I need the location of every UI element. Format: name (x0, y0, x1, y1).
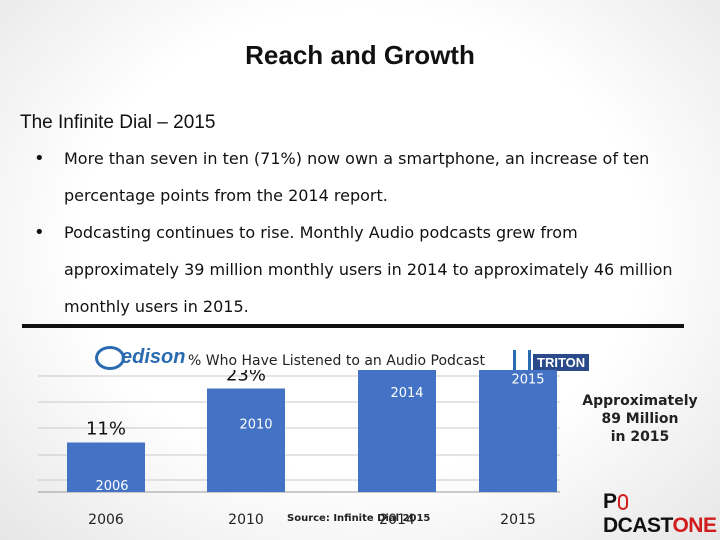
bullet-item: • More than seven in ten (71%) now own a… (34, 140, 694, 214)
edison-logo-icon: edison (95, 344, 185, 378)
bullet-icon: • (34, 148, 45, 169)
callout-line: Approximately (582, 393, 698, 409)
bar-value-label: 23% (226, 370, 266, 386)
edison-ring-icon (95, 346, 125, 370)
bar-inner-label: 2010 (239, 418, 272, 433)
bullet-icon: • (34, 222, 45, 243)
microphone-icon (617, 494, 628, 510)
divider-rule (22, 324, 684, 328)
podcast-logo-text: P (603, 490, 617, 513)
edison-logo-word: edison (121, 346, 186, 368)
slide-title: Reach and Growth (245, 40, 475, 70)
bar-chart: 11%2006200623%2010201030%2014201433%2015… (38, 370, 560, 528)
callout-line: 89 Million (601, 411, 679, 427)
bar (479, 370, 557, 492)
triton-logo-icon: TRITON (513, 350, 590, 374)
bullet-text: Podcasting continues to rise. Monthly Au… (64, 223, 673, 316)
podcast-logo-text: DCAST (603, 514, 673, 537)
bar-inner-label: 2015 (511, 373, 544, 388)
podcast-logo-one: ONE (672, 514, 717, 537)
x-tick-label: 2010 (228, 512, 264, 528)
bar-value-label: 11% (86, 419, 126, 440)
bullet-text: More than seven in ten (71%) now own a s… (64, 149, 650, 205)
chart-title: % Who Have Listened to an Audio Podcast (188, 353, 485, 369)
bullet-list: • More than seven in ten (71%) now own a… (34, 140, 694, 325)
podcastone-logo-icon: PDCASTONE (603, 490, 720, 538)
bar-inner-label: 2006 (95, 479, 128, 494)
bar (207, 388, 285, 492)
x-tick-label: 2006 (88, 512, 124, 528)
bar (358, 370, 436, 492)
triton-mark-icon (513, 350, 531, 374)
triton-logo-word: TRITON (533, 354, 590, 371)
callout-note: Approximately 89 Million in 2015 (575, 392, 705, 446)
callout-line: in 2015 (610, 429, 670, 445)
source-caption: Source: Infinite Dial 2015 (287, 513, 431, 524)
x-tick-label: 2014 (379, 512, 415, 528)
slide-subtitle: The Infinite Dial – 2015 (20, 112, 216, 133)
x-tick-label: 2015 (500, 512, 536, 528)
bullet-item: • Podcasting continues to rise. Monthly … (34, 214, 694, 325)
bar-inner-label: 2014 (390, 386, 423, 401)
bar (67, 442, 145, 492)
